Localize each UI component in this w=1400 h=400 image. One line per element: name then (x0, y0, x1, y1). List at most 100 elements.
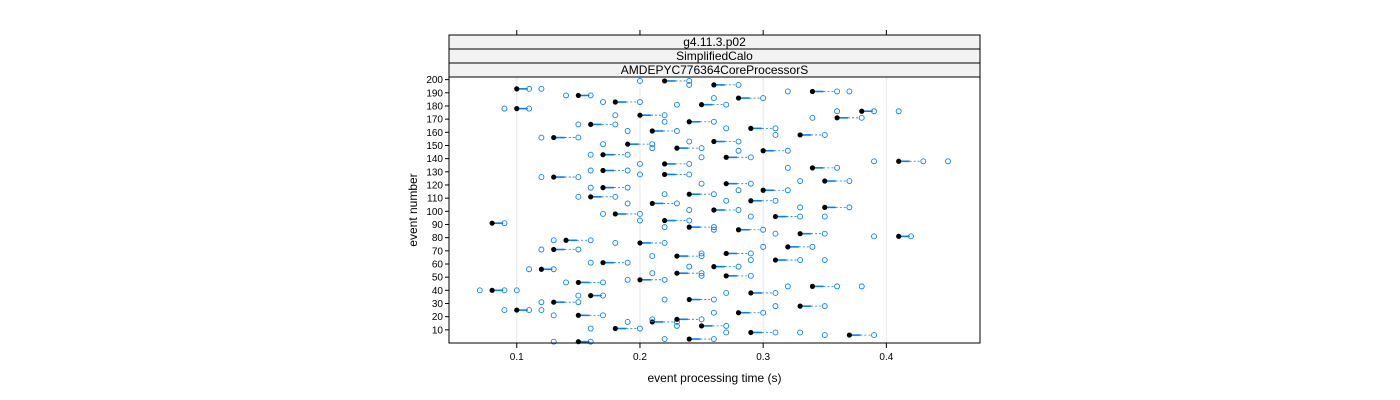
median-dot (896, 158, 902, 164)
outlier-point (784, 187, 791, 194)
median-dot (896, 233, 902, 239)
median-dot (612, 211, 618, 217)
y-tick-label: 200 (426, 75, 443, 86)
outlier-point (871, 332, 877, 339)
outlier-point (624, 200, 631, 207)
strip-middle: SimplifiedCalo (448, 48, 981, 64)
outlier-point (624, 259, 631, 266)
median-dot (625, 141, 631, 147)
outlier-point (710, 118, 717, 125)
outlier-point (821, 332, 828, 339)
outlier-point (637, 325, 643, 332)
outlier-point (698, 270, 705, 277)
outlier-point (550, 266, 557, 273)
outlier-point (649, 270, 656, 277)
strip-label-cpu: AMDEPYC776364CoreProcessorS (621, 63, 808, 77)
outlier-point (550, 237, 557, 244)
outlier-point (624, 184, 631, 191)
outlier-point (797, 204, 804, 211)
median-dot (551, 299, 557, 305)
outlier-point (587, 237, 594, 244)
outlier-point (723, 197, 730, 204)
outlier-point (698, 250, 705, 257)
median-dot (760, 187, 766, 193)
median-dot (711, 207, 717, 213)
outlier-point (747, 180, 754, 187)
median-dot (514, 86, 520, 92)
median-dot (723, 273, 729, 279)
median-dot (514, 106, 520, 112)
median-dot (748, 198, 754, 204)
outlier-point (710, 296, 717, 303)
outlier-point (526, 105, 533, 112)
x-tick-label: 0.2 (633, 352, 647, 363)
outlier-point (587, 325, 594, 332)
outlier-point (784, 147, 791, 154)
outlier-point (698, 272, 705, 279)
outlier-point (784, 88, 791, 95)
median-dot (772, 213, 779, 220)
outlier-point (809, 114, 816, 121)
outlier-point (538, 299, 545, 306)
outlier-point (587, 167, 594, 174)
median-dot (649, 128, 655, 134)
outlier-point (723, 329, 730, 336)
outlier-point (772, 290, 779, 296)
median-dot (674, 145, 680, 151)
median-dot (686, 296, 692, 303)
outlier-point (637, 217, 643, 224)
outlier-point (723, 322, 730, 329)
outlier-point (637, 99, 643, 105)
median-dot (600, 167, 606, 174)
median-dot (785, 244, 791, 250)
outlier-point (760, 309, 767, 316)
outlier-point (821, 303, 828, 310)
y-tick-label: 60 (432, 259, 444, 270)
median-dot (809, 88, 816, 95)
median-dot (822, 204, 828, 210)
median-dot (551, 134, 557, 141)
median-dot (698, 323, 705, 329)
y-tick-label: 20 (432, 312, 444, 323)
outlier-point (735, 207, 742, 213)
y-axis: 10 20 30 40 50 60 70 80 90 100 110 120 130 140 150 160 1… (426, 75, 449, 336)
median-dot (797, 132, 803, 138)
outlier-point (637, 171, 643, 178)
outlier-point (772, 303, 779, 310)
outlier-point (834, 88, 841, 95)
outlier-point (624, 128, 631, 134)
outlier-point (661, 112, 668, 119)
outlier-point (686, 160, 693, 167)
x-tick-label: 0.4 (879, 352, 893, 363)
outlier-point (686, 171, 693, 178)
outlier-point (575, 193, 582, 200)
outlier-point (661, 276, 668, 283)
outlier-point (871, 158, 877, 165)
y-axis-label: event number (406, 173, 420, 246)
outlier-point (834, 283, 841, 290)
outlier-point (834, 164, 841, 171)
outlier-point (686, 138, 693, 145)
median-dot (686, 119, 692, 125)
outlier-point (624, 276, 631, 283)
outlier-point (747, 250, 754, 257)
outlier-point (612, 112, 619, 119)
outlier-point (526, 85, 533, 92)
median-dot (662, 217, 668, 224)
outlier-point (698, 145, 705, 152)
outlier-point (747, 257, 754, 263)
outlier-point (526, 266, 533, 273)
outlier-point (797, 329, 804, 336)
outlier-point (612, 193, 619, 200)
x-tick-label: 0.1 (510, 352, 524, 363)
outlier-point (501, 287, 508, 294)
strip-top: g4.11.3.p02 (448, 34, 981, 50)
outlier-point (871, 108, 877, 115)
median-dot (600, 152, 606, 158)
median-dot (686, 224, 692, 230)
outlier-point (723, 125, 730, 132)
outlier-point (698, 316, 705, 323)
strip-label-version: g4.11.3.p02 (683, 35, 746, 49)
median-dot (489, 220, 495, 226)
